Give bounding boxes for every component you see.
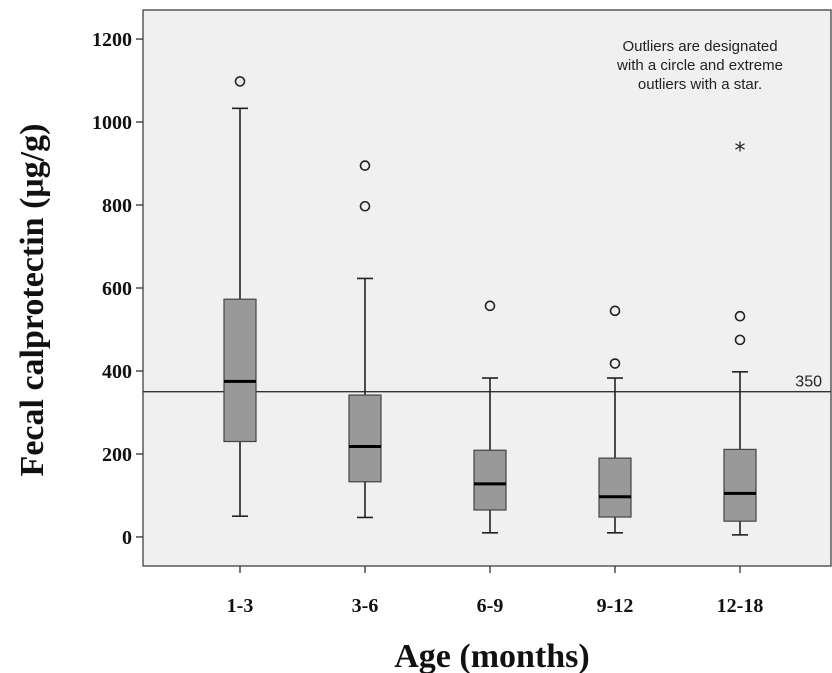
outlier-point bbox=[734, 334, 746, 346]
outlier-point bbox=[734, 310, 746, 322]
box-3-6 bbox=[348, 160, 382, 519]
box-12-18: * bbox=[723, 139, 757, 536]
x-tick-label: 12-18 bbox=[717, 595, 764, 617]
iqr-box bbox=[223, 298, 257, 443]
outlier-point bbox=[609, 305, 621, 317]
boxes-group: * bbox=[223, 76, 757, 536]
annotation-note: Outliers are designated with a circle an… bbox=[616, 38, 783, 93]
outlier-point bbox=[359, 200, 371, 212]
x-axis: 1-3 3-6 6-9 9-12 12-18 bbox=[227, 566, 764, 617]
reference-line-label: 350 bbox=[795, 374, 822, 391]
annotation-line: with a circle and extreme bbox=[616, 57, 783, 74]
x-tick-label: 3-6 bbox=[352, 595, 379, 617]
x-tick-label: 1-3 bbox=[227, 595, 254, 617]
outlier-point bbox=[609, 358, 621, 369]
y-tick-label: 200 bbox=[102, 444, 132, 466]
y-tick-label: 400 bbox=[102, 361, 132, 383]
iqr-box bbox=[348, 394, 382, 483]
x-tick-label: 6-9 bbox=[477, 595, 504, 617]
extreme-outlier-point: * bbox=[735, 139, 746, 164]
reference-line-group: 350 bbox=[143, 374, 831, 393]
annotation-line: Outliers are designated bbox=[622, 38, 777, 55]
y-tick-label: 1200 bbox=[92, 29, 132, 51]
annotation-line: outliers with a star. bbox=[638, 76, 762, 93]
y-tick-label: 0 bbox=[122, 527, 132, 549]
iqr-box bbox=[598, 457, 632, 518]
box-1-3 bbox=[223, 76, 257, 518]
x-axis-title: Age (months) bbox=[394, 638, 589, 673]
y-tick-label: 1000 bbox=[92, 112, 132, 134]
box-9-12 bbox=[598, 305, 632, 534]
box-6-9 bbox=[473, 300, 507, 534]
x-tick-label: 9-12 bbox=[597, 595, 634, 617]
iqr-box bbox=[473, 449, 507, 511]
outlier-point bbox=[484, 300, 496, 312]
outlier-point bbox=[359, 160, 371, 171]
y-axis-title: Fecal calprotectin (μg/g) bbox=[14, 124, 51, 477]
y-tick-label: 600 bbox=[102, 278, 132, 300]
outlier-point bbox=[234, 76, 246, 87]
iqr-box bbox=[723, 448, 757, 522]
y-tick-label: 800 bbox=[102, 195, 132, 217]
y-axis: 0 200 400 600 800 1000 1200 bbox=[92, 29, 143, 549]
